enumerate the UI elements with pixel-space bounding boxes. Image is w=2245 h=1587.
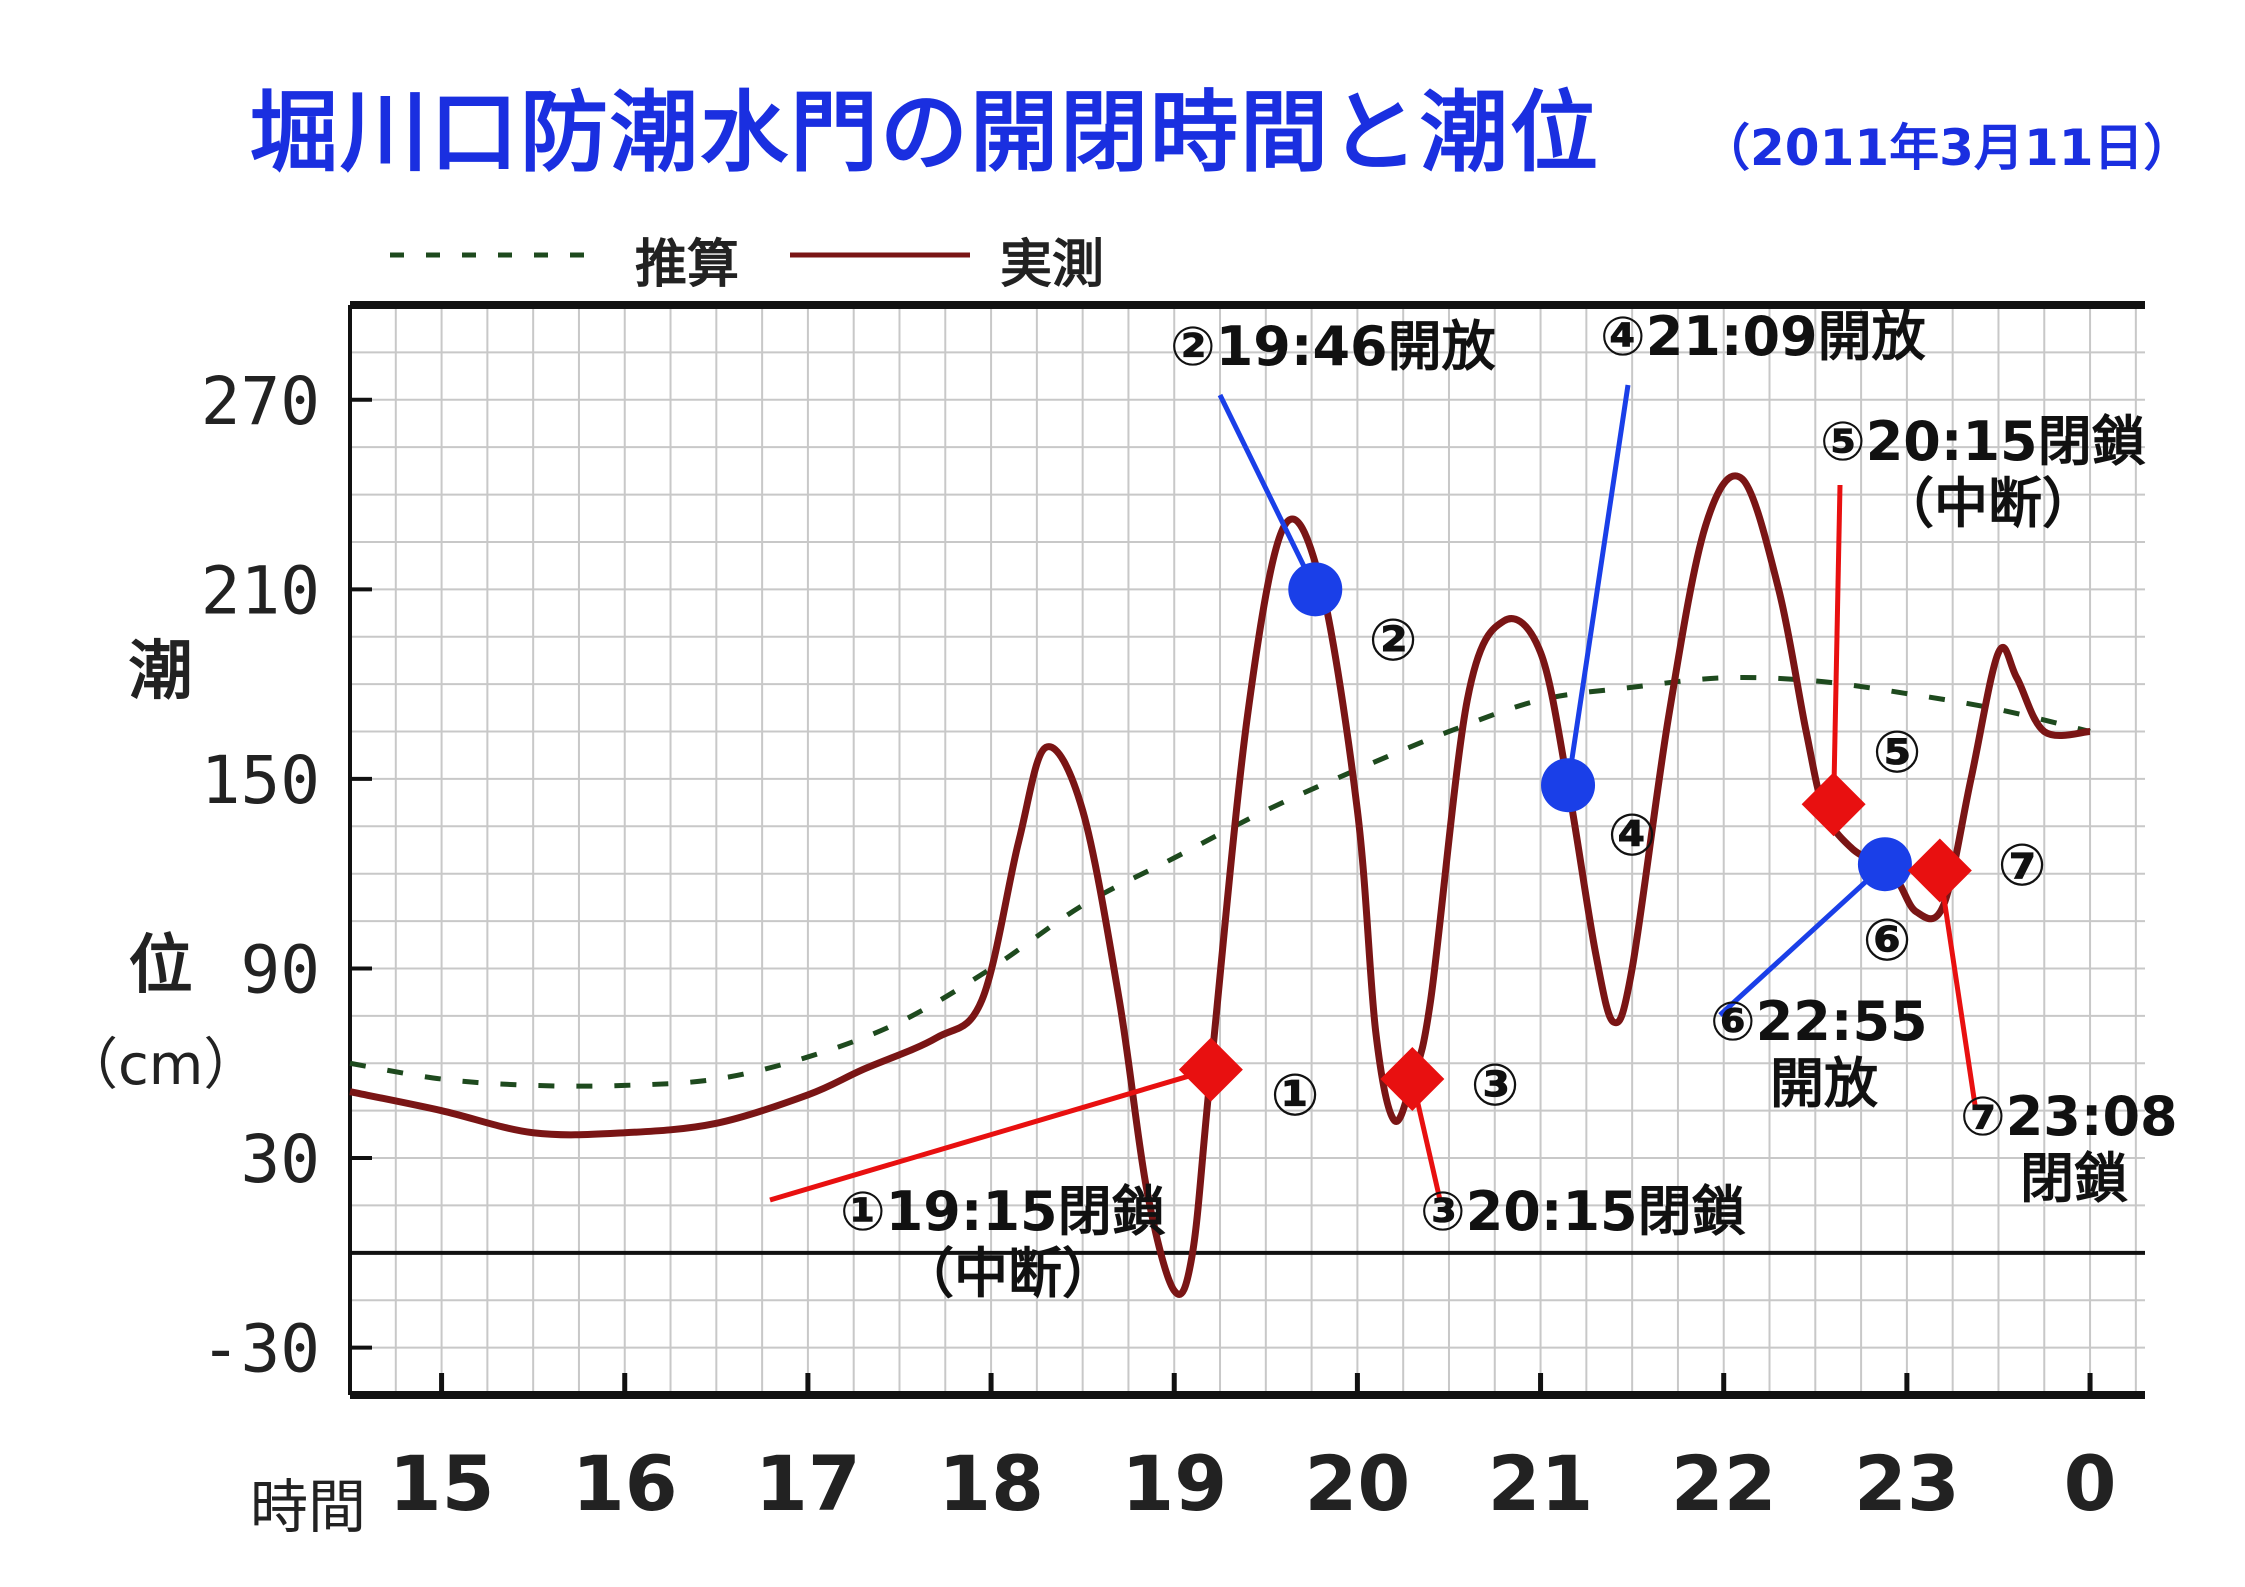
x-tick-label: 18 — [938, 1439, 1044, 1528]
legend-estimated-label: 推算 — [635, 235, 740, 295]
x-tick-label: 16 — [572, 1439, 678, 1528]
marker-arrow-6 — [1718, 862, 1887, 1017]
close-marker-7 — [1907, 838, 1972, 903]
open-marker-6 — [1857, 837, 1912, 892]
marker-number-1: ① — [1270, 1061, 1319, 1129]
chart-title: 堀川口防潮水門の開閉時間と潮位 — [250, 81, 1601, 184]
marker-label-7-line1: ⑦23:08 — [1960, 1085, 2178, 1148]
marker-arrow-5 — [1831, 484, 1843, 805]
y-axis-label-char2: 位 — [128, 929, 193, 1003]
x-tick-label: 22 — [1671, 1439, 1777, 1528]
y-tick-label: 270 — [201, 363, 320, 440]
x-tick-label: 15 — [389, 1439, 495, 1528]
marker-label-1-line2: （中断） — [900, 1242, 1116, 1305]
x-tick-label: 20 — [1305, 1439, 1411, 1528]
marker-arrow-7 — [1937, 870, 1978, 1106]
marker-number-3: ③ — [1470, 1051, 1519, 1119]
marker-number-4: ④ — [1607, 801, 1656, 869]
y-tick-label: 30 — [241, 1121, 320, 1198]
series-estimated-line — [349, 674, 2091, 1089]
marker-number-6: ⑥ — [1862, 906, 1911, 974]
marker-arrow-4 — [1565, 384, 1631, 786]
open-marker-4 — [1541, 758, 1596, 813]
close-marker-5 — [1801, 772, 1866, 837]
y-axis-label: 潮 位 （cm） — [62, 640, 259, 1094]
marker-number-2: ② — [1368, 606, 1417, 674]
marker-label-5-line1: ⑤20:15閉鎖 — [1820, 410, 2146, 473]
marker-label-1-line1: ①19:15閉鎖 — [840, 1180, 1166, 1243]
open-marker-2 — [1288, 562, 1343, 617]
close-marker-1 — [1178, 1037, 1243, 1102]
legend-measured-label: 実測 — [1000, 235, 1105, 295]
marker-label-4-line1: ④21:09開放 — [1600, 305, 1926, 368]
marker-label-7-line2: 閉鎖 — [2020, 1147, 2128, 1210]
marker-number-5: ⑤ — [1872, 718, 1921, 786]
close-marker-3 — [1380, 1047, 1445, 1112]
y-tick-label: 150 — [201, 742, 320, 819]
x-tick-label: 17 — [755, 1439, 861, 1528]
y-axis-label-char1: 潮 — [128, 635, 193, 709]
marker-arrow-2 — [1217, 393, 1318, 591]
x-tick-label: 0 — [2064, 1439, 2117, 1528]
x-tick-label: 21 — [1488, 1439, 1594, 1528]
marker-label-2-line1: ②19:46開放 — [1170, 315, 1496, 378]
marker-number-7: ⑦ — [1997, 831, 2046, 899]
marker-label-5-line2: （中断） — [1880, 472, 2096, 535]
marker-label-3-line1: ③20:15閉鎖 — [1420, 1180, 1746, 1243]
x-axis-label: 時間 — [250, 1473, 367, 1541]
marker-label-6-line2: 開放 — [1770, 1052, 1878, 1115]
chart-subtitle: （2011年3月11日） — [1700, 119, 2194, 177]
y-tick-label: 90 — [241, 931, 320, 1008]
marker-label-6-line1: ⑥22:55 — [1710, 990, 1928, 1053]
y-tick-label: 210 — [201, 552, 320, 629]
y-axis-label-unit: （cm） — [62, 1033, 260, 1098]
x-tick-label: 19 — [1121, 1439, 1227, 1528]
x-tick-label: 23 — [1854, 1439, 1960, 1528]
marker-arrow-1 — [769, 1067, 1212, 1203]
y-tick-label: -30 — [201, 1311, 320, 1388]
